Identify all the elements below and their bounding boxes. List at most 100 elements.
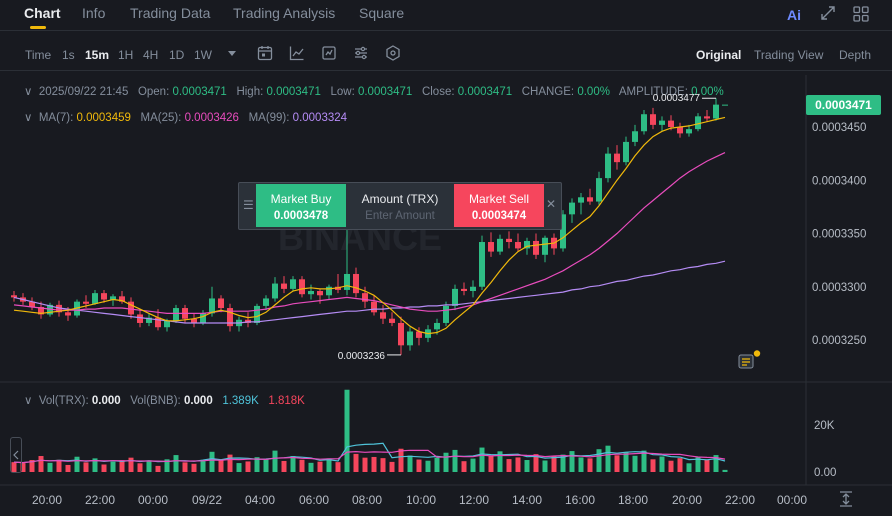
collapse-chevron-icon[interactable]: ∨ <box>24 86 33 98</box>
tab-trading-data[interactable]: Trading Data <box>130 5 211 21</box>
candle-body <box>623 141 629 163</box>
time-tick-label: 16:00 <box>565 493 595 507</box>
open-label: Open: <box>137 86 170 98</box>
candle-body <box>371 301 377 313</box>
candle-body <box>38 306 44 315</box>
candle-body <box>272 283 278 299</box>
candle-body <box>83 301 89 304</box>
interval-15m[interactable]: 15m <box>85 48 110 62</box>
view-trading-view[interactable]: Trading View <box>754 48 824 62</box>
volume-bar <box>569 451 575 472</box>
settings-sliders-icon[interactable] <box>352 44 370 62</box>
current-price-tag: 0.0003471 <box>806 95 881 115</box>
time-tick-label: 14:00 <box>512 493 542 507</box>
price-tick-label: 0.0003250 <box>812 335 866 347</box>
ma99-line <box>13 260 726 324</box>
volume-bar <box>290 456 296 472</box>
vol-bnb-value: 0.000 <box>183 395 213 407</box>
volume-bar <box>164 459 170 472</box>
amount-input[interactable]: Amount (TRX) Enter Amount <box>346 184 454 227</box>
volume-bar <box>506 459 512 472</box>
market-buy-label: Market Buy <box>270 192 332 206</box>
volume-bar <box>614 455 620 472</box>
volume-bar <box>47 462 53 472</box>
tab-square[interactable]: Square <box>359 5 405 21</box>
time-tick-label: 09/22 <box>192 493 222 507</box>
candle-body <box>506 238 512 243</box>
volume-ma-line-2 <box>13 449 726 464</box>
price-tick-label: 0.0003300 <box>812 282 866 294</box>
volume-bar <box>317 461 323 472</box>
tab-trading-analysis[interactable]: Trading Analysis <box>233 5 336 21</box>
candle-body <box>92 293 98 304</box>
view-original[interactable]: Original <box>696 48 742 62</box>
candle-body <box>650 114 656 125</box>
indicator-chart-icon[interactable] <box>288 44 306 62</box>
time-label: Time <box>25 48 52 62</box>
ma7-label: MA(7): <box>38 112 74 124</box>
close-icon[interactable]: ✕ <box>546 197 557 211</box>
ma-collapse-chevron-icon[interactable]: ∨ <box>24 112 33 124</box>
ai-icon[interactable]: Ai <box>787 7 801 23</box>
volume-bar <box>452 449 458 472</box>
candle-body <box>578 197 584 203</box>
volume-bar <box>227 454 233 472</box>
interval-1h[interactable]: 1H <box>118 48 134 62</box>
volume-bar <box>605 445 611 472</box>
market-sell-button[interactable]: Market Sell 0.0003474 <box>454 184 544 227</box>
market-buy-button[interactable]: Market Buy 0.0003478 <box>256 184 346 227</box>
interval-4h[interactable]: 4H <box>143 48 159 62</box>
ma7-value: 0.0003459 <box>76 112 131 124</box>
volume-bar <box>398 448 404 472</box>
chart-scroll-handle[interactable] <box>10 437 22 473</box>
candle-body <box>146 317 152 323</box>
volume-bar <box>479 447 485 472</box>
interval-1w[interactable]: 1W <box>194 48 212 62</box>
top-tab-bar: Chart Info Trading Data Trading Analysis… <box>0 0 892 31</box>
volume-bar <box>371 456 377 472</box>
volume-bar <box>389 461 395 472</box>
volume-bar <box>218 460 224 472</box>
drag-handle-icon[interactable]: ☰ <box>243 198 254 212</box>
candle-body <box>416 331 422 338</box>
price-tick-label: 0.0003400 <box>812 175 866 187</box>
tab-info[interactable]: Info <box>82 5 106 21</box>
candle-body <box>164 320 170 328</box>
target-icon[interactable] <box>384 44 402 62</box>
volume-bar <box>560 454 566 472</box>
volume-bar <box>425 460 431 472</box>
amplitude-label: AMPLITUDE: <box>618 86 688 98</box>
volume-bar <box>443 452 449 472</box>
volume-bar <box>128 457 134 472</box>
volume-bar <box>470 458 476 472</box>
interval-1s[interactable]: 1s <box>62 48 75 62</box>
vol-collapse-chevron-icon[interactable]: ∨ <box>24 395 33 407</box>
volume-bar <box>515 457 521 472</box>
volume-bar <box>488 455 494 472</box>
candle-body <box>569 202 575 215</box>
calendar-icon[interactable] <box>256 44 274 62</box>
volume-tick-label: 20K <box>814 420 835 432</box>
layout-grid-icon[interactable] <box>852 5 870 27</box>
volume-bar <box>236 463 242 472</box>
tab-chart[interactable]: Chart <box>24 5 61 21</box>
interval-dropdown-icon[interactable] <box>226 47 244 65</box>
high-marker-label: 0.0003477 <box>653 93 701 104</box>
close-label: Close: <box>421 86 455 98</box>
scale-toggle-icon[interactable] <box>838 490 854 511</box>
view-depth[interactable]: Depth <box>839 48 872 62</box>
fullscreen-icon[interactable] <box>820 5 836 25</box>
change-value: 0.00% <box>577 86 610 98</box>
vol-trx-value: 0.000 <box>91 395 121 407</box>
interval-1d[interactable]: 1D <box>169 48 185 62</box>
volume-bar <box>83 462 89 472</box>
candle-body <box>290 279 296 289</box>
news-notification-icon[interactable] <box>737 350 763 373</box>
volume-bar <box>110 461 116 472</box>
volume-bar <box>533 454 539 472</box>
chart-type-icon[interactable] <box>320 44 338 62</box>
volume-bar <box>101 464 107 472</box>
volume-bar <box>380 458 386 472</box>
candle-body <box>200 313 206 323</box>
